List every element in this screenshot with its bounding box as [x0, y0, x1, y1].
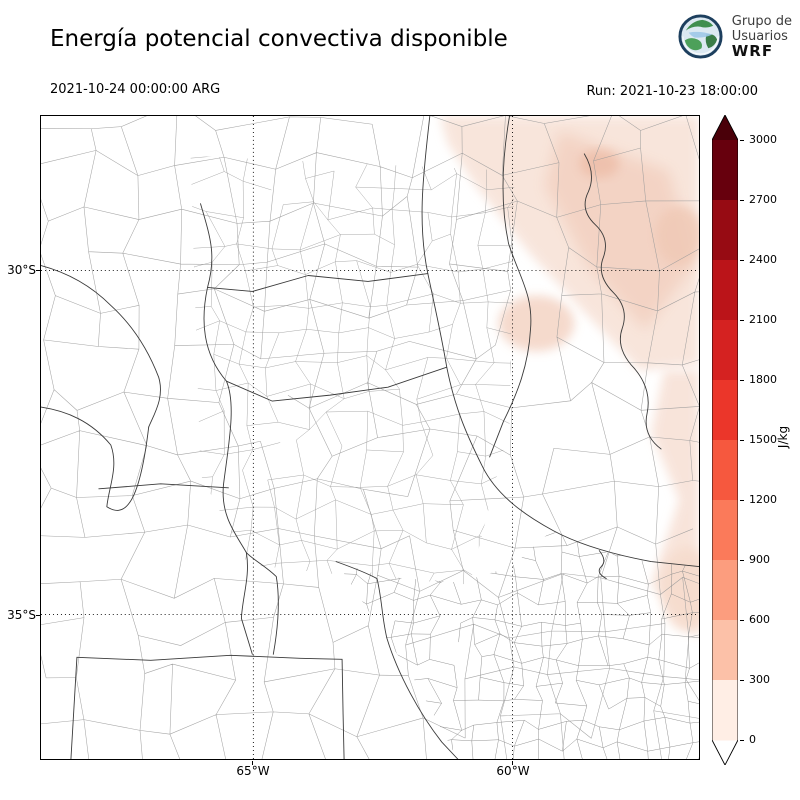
department-boundaries-central: [190, 155, 515, 585]
logo-line-1: Grupo de: [731, 14, 792, 29]
colorbar-svg: [711, 114, 739, 766]
colorbar-tick-label: 600: [740, 613, 770, 626]
department-boundaries-buenosaires: [336, 530, 699, 759]
lat-tick-35s: 35°S: [7, 608, 36, 622]
province-borders: [41, 116, 699, 759]
lat-tick-30s: 30°S: [7, 263, 36, 277]
colorbar-tick-label: 3000: [740, 133, 777, 146]
colorbar-segment: [712, 620, 738, 681]
colorbar-tick-label: 2700: [740, 193, 777, 206]
colorbar-tick-label: 0: [740, 733, 756, 746]
lat-tick-mark-35s: [36, 615, 40, 616]
lon-tick-60w: 60°W: [496, 764, 530, 778]
colorbar-segment: [712, 440, 738, 501]
map-svg: [41, 116, 699, 759]
colorbar: [711, 114, 739, 766]
colorbar-tick-label: 2400: [740, 253, 777, 266]
logo-line-2: Usuarios: [731, 29, 788, 44]
logo-line-wrf: WRF: [731, 42, 774, 60]
lon-tick-mark-65w: [252, 761, 253, 765]
run-time-label: Run: 2021-10-23 18:00:00: [586, 84, 758, 99]
map-plot: [40, 115, 700, 760]
colorbar-tick-label: 1500: [740, 433, 777, 446]
colorbar-segment: [712, 260, 738, 321]
colorbar-tick-labels: 3000 2700 2400 2100 1800 1500 1200 900 600 300 0: [740, 115, 784, 765]
colorbar-segment: [712, 140, 738, 201]
wrf-logo: Grupo de Usuarios WRF: [677, 13, 792, 60]
colorbar-arrow-bottom: [712, 740, 738, 765]
colorbar-segment: [712, 320, 738, 381]
colorbar-tick-label: 2100: [740, 313, 777, 326]
colorbar-tick-label: 1200: [740, 493, 777, 506]
lon-tick-65w: 65°W: [236, 764, 270, 778]
colorbar-tick-label: 900: [740, 553, 770, 566]
colorbar-arrow-top: [712, 115, 738, 140]
lat-tick-mark-30s: [36, 270, 40, 271]
colorbar-segment: [712, 380, 738, 441]
colorbar-tick-label: 1800: [740, 373, 777, 386]
wrf-logo-text: Grupo de Usuarios WRF: [732, 14, 792, 59]
colorbar-tick-label: 300: [740, 673, 770, 686]
cape-shading: [439, 116, 699, 640]
department-boundaries-coarse: [41, 116, 699, 759]
colorbar-segment: [712, 560, 738, 621]
colorbar-segment: [712, 200, 738, 261]
colorbar-segment: [712, 500, 738, 561]
page-title: Energía potencial convectiva disponible: [50, 26, 508, 52]
wrf-logo-globe-icon: [678, 14, 723, 59]
valid-time-label: 2021-10-24 00:00:00 ARG: [50, 82, 221, 97]
colorbar-unit-label: J/kg: [776, 425, 790, 449]
lon-tick-mark-60w: [512, 761, 513, 765]
colorbar-segment: [712, 680, 738, 741]
